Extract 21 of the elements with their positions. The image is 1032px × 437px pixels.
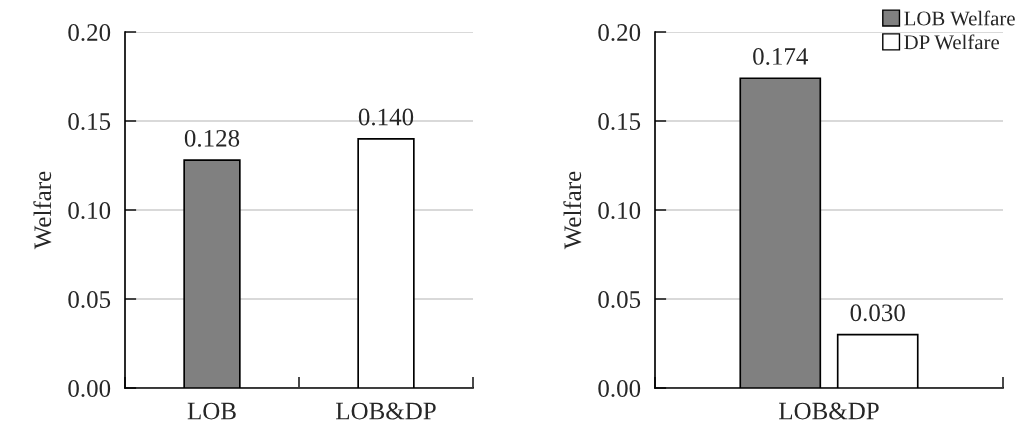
y-tick-label: 0.00	[68, 380, 111, 398]
data-label: 0.140	[358, 108, 414, 126]
legend-label: LOB Welfare	[904, 10, 1015, 26]
legend-label: DP Welfare	[904, 34, 1000, 50]
x-tick-label: LOB&DP	[779, 402, 879, 420]
y-axis-title: Welfare	[33, 171, 52, 250]
data-label: 0.128	[184, 129, 240, 147]
y-tick-label: 0.05	[598, 291, 641, 309]
y-tick-label: 0.00	[598, 380, 641, 398]
y-tick-label: 0.10	[68, 202, 111, 220]
x-tick-label: LOB	[187, 402, 236, 420]
y-tick-label: 0.20	[598, 24, 641, 42]
y-tick-label: 0.10	[598, 202, 641, 220]
y-tick-label: 0.15	[598, 113, 641, 131]
data-label: 0.174	[753, 48, 809, 65]
y-axis-title: Welfare	[563, 171, 582, 250]
x-tick-label: LOB&DP	[336, 402, 436, 420]
y-tick-label: 0.20	[68, 24, 111, 42]
data-label: 0.030	[850, 304, 905, 322]
y-tick-label: 0.05	[68, 291, 111, 309]
y-tick-label: 0.15	[68, 113, 111, 131]
